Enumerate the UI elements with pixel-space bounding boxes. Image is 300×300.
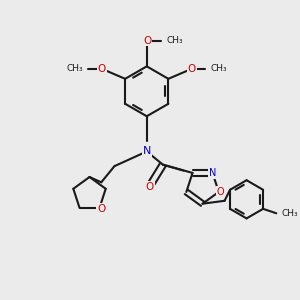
Text: O: O: [216, 187, 224, 197]
Text: N: N: [142, 146, 151, 157]
Text: O: O: [97, 204, 105, 214]
Text: O: O: [98, 64, 106, 74]
Text: N: N: [209, 168, 216, 178]
Text: CH₃: CH₃: [210, 64, 227, 73]
Text: O: O: [143, 35, 151, 46]
Text: CH₃: CH₃: [67, 64, 83, 73]
Text: CH₃: CH₃: [282, 209, 298, 218]
Text: CH₃: CH₃: [167, 36, 183, 45]
Text: O: O: [146, 182, 154, 192]
Text: O: O: [188, 64, 196, 74]
